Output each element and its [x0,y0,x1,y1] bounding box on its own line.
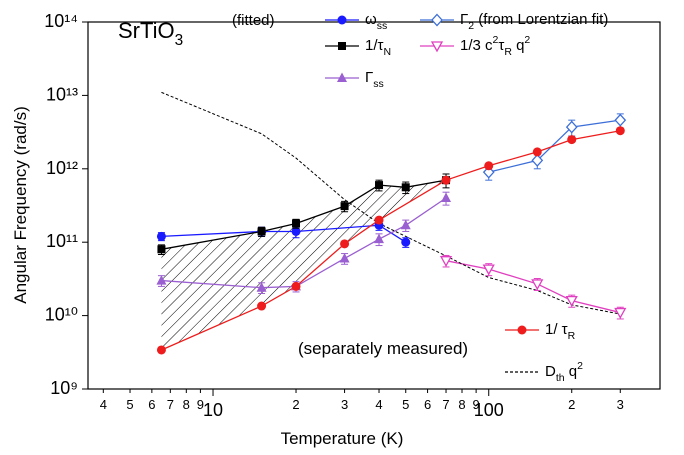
x-tick-label: 8 [458,397,465,412]
x-tick-label: 5 [402,397,409,412]
y-tick-label: 10¹³ [46,84,78,104]
marker [565,120,578,134]
x-tick-label: 6 [148,397,155,412]
marker [531,153,544,167]
legend-label: 1/3 c2τR q2 [460,34,530,58]
marker [484,161,494,171]
marker [156,231,166,241]
marker [439,256,453,268]
x-tick-label: 6 [424,397,431,412]
marker [532,147,542,157]
y-tick-label: 10¹² [46,158,78,178]
series-line [488,119,621,173]
marker [567,135,577,145]
legend-label: Dth q2 [545,360,583,384]
marker [441,192,452,203]
marker [374,233,385,244]
legend-marker [517,325,527,335]
marker [157,245,166,254]
legend-marker [337,15,347,25]
marker [374,215,384,225]
x-tick-label: 3 [341,397,348,412]
marker [401,237,411,247]
marker [339,252,350,263]
legend-marker [431,13,443,27]
y-axis-label: Angular Frequency (rad/s) [11,106,30,303]
marker [400,219,411,230]
marker [257,301,267,311]
legend-marker [338,42,346,50]
marker [291,281,301,291]
plot-frame [87,21,661,390]
marker [565,295,578,307]
marker [375,181,384,190]
x-axis-label: Temperature (K) [281,429,404,448]
marker [614,307,627,319]
y-tick-label: 10¹¹ [46,231,78,251]
x-tick-label: 7 [442,397,449,412]
marker [340,239,350,249]
x-tick-label: 9 [197,397,204,412]
x-tick-label: 3 [617,397,624,412]
legend-marker [430,41,444,53]
series-line [161,91,621,315]
y-tick-label: 10¹⁴ [44,11,78,31]
marker [156,275,167,285]
marker [482,264,495,276]
marker [615,126,625,136]
y-tick-label: 10¹⁰ [45,304,78,324]
marker [291,226,301,236]
x-tick-label: 10 [203,400,223,420]
legend-marker [337,72,347,82]
legend-label: Γ2 (from Lorentzian fit) [460,11,608,32]
marker [156,345,166,355]
legend-label: Γss [365,69,384,90]
marker [531,279,544,291]
y-tick-label: 10⁹ [50,378,78,398]
marker [614,113,627,127]
legend-label: 1/τN [365,37,391,58]
x-tick-label: 100 [474,400,504,420]
measured-note: (separately measured) [298,339,468,358]
x-tick-label: 2 [568,397,575,412]
legend-label: 1/ τR [545,321,576,342]
x-tick-label: 4 [100,397,107,412]
marker [292,219,301,228]
series-line [445,260,621,314]
x-tick-label: 9 [473,397,480,412]
marker [257,227,266,236]
legend-label: ωss [365,11,387,32]
fitted-note: (fitted) [232,12,275,29]
x-tick-label: 5 [126,397,133,412]
marker [256,282,267,292]
series-line [161,130,621,351]
marker [401,183,410,192]
x-tick-label: 2 [292,397,299,412]
marker [441,175,451,185]
x-tick-label: 8 [183,397,190,412]
marker [340,202,349,211]
material-label: SrTiO3 [118,18,183,49]
x-tick-label: 4 [375,397,382,412]
x-tick-label: 7 [167,397,174,412]
